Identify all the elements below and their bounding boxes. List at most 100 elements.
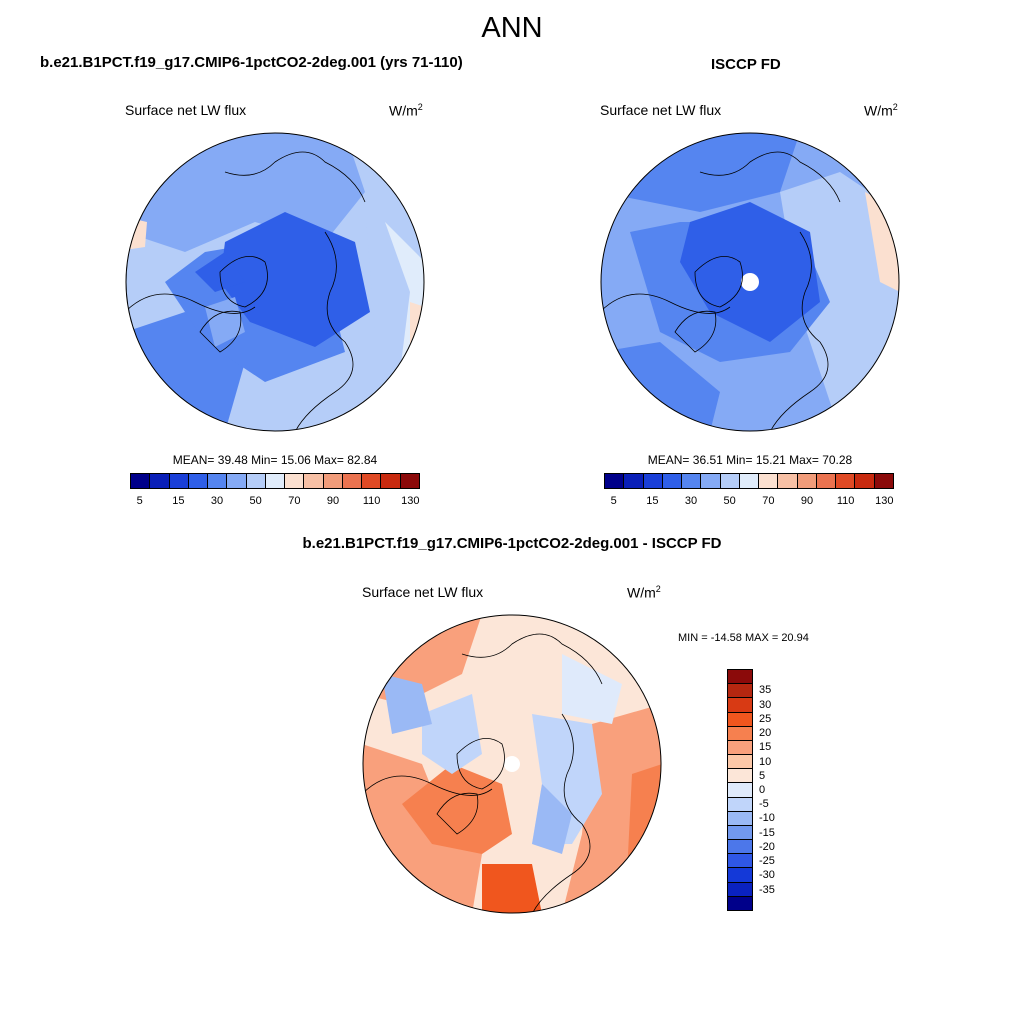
colorbar-swatch xyxy=(643,474,663,488)
colorbar-swatch xyxy=(728,740,752,756)
colorbar-swatch xyxy=(728,726,752,741)
colorbar-swatch xyxy=(304,474,324,488)
colorbar-swatch xyxy=(246,474,266,488)
colorbar-tick-label: 30 xyxy=(759,698,772,711)
colorbar-swatch xyxy=(778,474,798,488)
diff-panel-title: b.e21.B1PCT.f19_g17.CMIP6-1pctCO2-2deg.0… xyxy=(302,535,722,552)
diff-colorbar-swatches xyxy=(727,669,753,911)
obs-panel-title: ISCCP FD xyxy=(711,56,781,73)
colorbar-tick-label: -15 xyxy=(759,826,775,839)
obs-units-label: W/m2 xyxy=(864,102,898,119)
colorbar-swatch xyxy=(728,825,752,841)
colorbar-tick-label: 5 xyxy=(610,495,617,507)
colorbar-swatch xyxy=(728,840,752,855)
colorbar-tick-label: 15 xyxy=(172,495,185,507)
colorbar-swatch xyxy=(728,896,752,910)
obs-stats: MEAN= 36.51 Min= 15.21 Max= 70.28 xyxy=(647,453,853,467)
colorbar-swatch xyxy=(342,474,363,488)
colorbar-swatch xyxy=(624,474,644,488)
colorbar-tick-label: -5 xyxy=(759,798,769,811)
colorbar-swatch xyxy=(728,868,752,883)
colorbar-swatch xyxy=(728,811,752,826)
model-colorbar-ticks: 5 15 30 50 70 90 110 130 xyxy=(130,495,420,509)
colorbar-swatch xyxy=(728,670,752,685)
colorbar-tick-label: 30 xyxy=(684,495,698,507)
colorbar-tick-label: 110 xyxy=(362,495,381,507)
diff-stats: MIN = -14.58 MAX = 20.94 xyxy=(678,632,809,644)
colorbar-swatch xyxy=(797,474,817,488)
colorbar-swatch xyxy=(836,474,856,488)
colorbar-swatch xyxy=(728,755,752,770)
model-polar-map xyxy=(125,132,425,432)
diff-colorbar-ticks: 35 30 25 20 15 10 5 0 -5 -10 -15 -20 -25 -30 -35 xyxy=(759,669,799,911)
colorbar-tick-label: 5 xyxy=(136,495,143,507)
colorbar-tick-label: 130 xyxy=(875,495,894,507)
colorbar-tick-label: 90 xyxy=(800,495,814,507)
colorbar-tick-label: 0 xyxy=(759,784,766,796)
colorbar-swatch xyxy=(728,769,752,784)
colorbar-swatch xyxy=(150,474,170,488)
colorbar-tick-label: -20 xyxy=(759,840,775,853)
colorbar-tick-label: 70 xyxy=(288,495,301,507)
colorbar-swatch xyxy=(701,474,721,488)
colorbar-swatch xyxy=(728,698,752,713)
colorbar-tick-label: 20 xyxy=(759,727,772,740)
colorbar-swatch xyxy=(728,882,752,897)
obs-colorbar: 5 15 30 50 70 90 110 130 xyxy=(604,473,894,509)
colorbar-tick-label: 25 xyxy=(759,712,772,725)
colorbar-swatch xyxy=(265,474,286,488)
colorbar-swatch xyxy=(131,474,151,488)
colorbar-swatch xyxy=(874,474,893,488)
colorbar-tick-label: -30 xyxy=(759,869,775,882)
colorbar-swatch xyxy=(662,474,683,488)
colorbar-swatch xyxy=(208,474,228,488)
model-colorbar-swatches xyxy=(130,473,420,489)
obs-variable-label: Surface net LW flux xyxy=(600,102,722,118)
model-units-label: W/m2 xyxy=(389,102,423,119)
colorbar-tick-label: 90 xyxy=(326,495,340,507)
colorbar-swatch xyxy=(728,854,752,869)
model-colorbar: 5 15 30 50 70 90 110 130 xyxy=(130,473,420,509)
diff-polar-map xyxy=(362,614,662,914)
model-panel-title: b.e21.B1PCT.f19_g17.CMIP6-1pctCO2-2deg.0… xyxy=(40,54,463,71)
colorbar-tick-label: -35 xyxy=(759,883,775,896)
page-title: ANN xyxy=(481,12,543,44)
colorbar-swatch xyxy=(739,474,760,488)
colorbar-tick-label: 15 xyxy=(759,741,772,754)
model-variable-label: Surface net LW flux xyxy=(125,102,247,118)
colorbar-tick-label: -10 xyxy=(759,812,775,825)
colorbar-tick-label: 35 xyxy=(759,684,772,697)
diff-colorbar xyxy=(727,669,753,911)
diff-variable-label: Surface net LW flux xyxy=(362,584,484,600)
colorbar-tick-label: 110 xyxy=(836,495,855,507)
model-stats: MEAN= 39.48 Min= 15.06 Max= 82.84 xyxy=(172,453,378,467)
colorbar-swatch xyxy=(381,474,401,488)
obs-colorbar-swatches xyxy=(604,473,894,489)
colorbar-swatch xyxy=(682,474,702,488)
colorbar-swatch xyxy=(728,712,752,727)
colorbar-swatch xyxy=(728,783,752,798)
colorbar-swatch xyxy=(362,474,382,488)
colorbar-swatch xyxy=(227,474,247,488)
colorbar-tick-label: 30 xyxy=(210,495,224,507)
colorbar-tick-label: 50 xyxy=(723,495,736,507)
colorbar-tick-label: 15 xyxy=(646,495,659,507)
colorbar-swatch xyxy=(188,474,209,488)
colorbar-swatch xyxy=(285,474,305,488)
colorbar-swatch xyxy=(400,474,419,488)
colorbar-tick-label: 5 xyxy=(759,769,766,782)
colorbar-swatch xyxy=(605,474,625,488)
colorbar-tick-label: -25 xyxy=(759,855,775,868)
obs-polar-map xyxy=(600,132,900,432)
obs-colorbar-ticks: 5 15 30 50 70 90 110 130 xyxy=(604,495,894,509)
diff-units-label: W/m2 xyxy=(627,584,661,601)
colorbar-swatch xyxy=(816,474,837,488)
colorbar-swatch xyxy=(728,684,752,699)
colorbar-tick-label: 10 xyxy=(759,755,772,768)
colorbar-swatch xyxy=(169,474,189,488)
colorbar-swatch xyxy=(323,474,343,488)
colorbar-swatch xyxy=(855,474,875,488)
colorbar-tick-label: 130 xyxy=(401,495,420,507)
colorbar-tick-label: 70 xyxy=(762,495,775,507)
colorbar-tick-label: 50 xyxy=(249,495,262,507)
